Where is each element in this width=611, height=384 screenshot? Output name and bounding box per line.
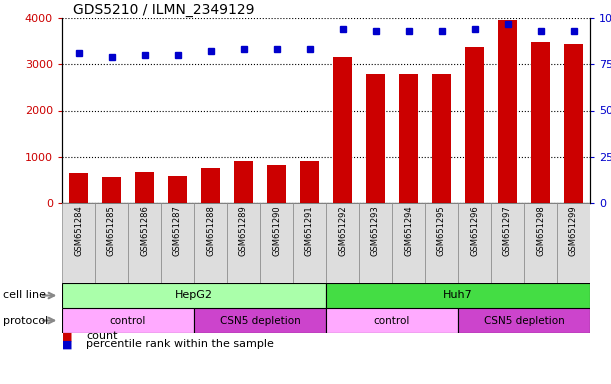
Bar bbox=[167, 176, 188, 203]
Bar bbox=[62, 308, 194, 333]
Bar bbox=[233, 161, 254, 203]
Text: GSM651298: GSM651298 bbox=[536, 205, 545, 256]
Text: GSM651285: GSM651285 bbox=[107, 205, 116, 256]
Bar bbox=[95, 203, 128, 283]
Bar bbox=[134, 172, 155, 203]
Bar bbox=[227, 203, 260, 283]
Bar bbox=[194, 308, 326, 333]
Text: protocol: protocol bbox=[3, 316, 48, 326]
Bar bbox=[299, 161, 320, 203]
Text: GSM651286: GSM651286 bbox=[140, 205, 149, 256]
Text: GSM651296: GSM651296 bbox=[470, 205, 479, 256]
Text: GSM651291: GSM651291 bbox=[305, 205, 314, 256]
Bar bbox=[365, 73, 386, 203]
Text: GSM651295: GSM651295 bbox=[437, 205, 446, 256]
Bar bbox=[398, 74, 419, 203]
Text: GSM651288: GSM651288 bbox=[206, 205, 215, 256]
Bar bbox=[260, 203, 293, 283]
Bar bbox=[68, 173, 89, 203]
Bar bbox=[194, 203, 227, 283]
Text: Huh7: Huh7 bbox=[443, 291, 473, 301]
Bar bbox=[530, 41, 551, 203]
Bar bbox=[161, 203, 194, 283]
Bar bbox=[326, 283, 590, 308]
Bar bbox=[128, 203, 161, 283]
Bar bbox=[431, 74, 452, 203]
Bar bbox=[266, 165, 287, 203]
Text: control: control bbox=[374, 316, 410, 326]
Bar bbox=[326, 203, 359, 283]
Text: GSM651292: GSM651292 bbox=[338, 205, 347, 256]
Text: count: count bbox=[86, 331, 118, 341]
Bar bbox=[524, 203, 557, 283]
Bar bbox=[497, 20, 518, 203]
Bar bbox=[563, 44, 584, 203]
Text: CSN5 depletion: CSN5 depletion bbox=[484, 316, 565, 326]
Text: GDS5210 / ILMN_2349129: GDS5210 / ILMN_2349129 bbox=[73, 3, 254, 17]
Text: GSM651289: GSM651289 bbox=[239, 205, 248, 256]
Bar bbox=[392, 203, 425, 283]
Text: percentile rank within the sample: percentile rank within the sample bbox=[86, 339, 274, 349]
Text: GSM651287: GSM651287 bbox=[173, 205, 182, 256]
Bar bbox=[458, 308, 590, 333]
Text: GSM651294: GSM651294 bbox=[404, 205, 413, 256]
Text: ■: ■ bbox=[62, 331, 73, 341]
Text: CSN5 depletion: CSN5 depletion bbox=[219, 316, 301, 326]
Bar bbox=[293, 203, 326, 283]
Bar bbox=[491, 203, 524, 283]
Bar bbox=[332, 57, 353, 203]
Text: control: control bbox=[110, 316, 146, 326]
Text: GSM651297: GSM651297 bbox=[503, 205, 512, 256]
Bar bbox=[200, 168, 221, 203]
Bar bbox=[326, 308, 458, 333]
Bar bbox=[557, 203, 590, 283]
Text: GSM651293: GSM651293 bbox=[371, 205, 380, 256]
Bar bbox=[62, 283, 326, 308]
Bar bbox=[62, 203, 95, 283]
Text: ■: ■ bbox=[62, 339, 73, 349]
Bar bbox=[464, 47, 485, 203]
Text: GSM651290: GSM651290 bbox=[272, 205, 281, 256]
Bar bbox=[101, 177, 122, 203]
Bar bbox=[359, 203, 392, 283]
Text: GSM651299: GSM651299 bbox=[569, 205, 578, 256]
Text: cell line: cell line bbox=[3, 291, 46, 301]
Bar bbox=[458, 203, 491, 283]
Bar bbox=[425, 203, 458, 283]
Text: GSM651284: GSM651284 bbox=[74, 205, 83, 256]
Text: HepG2: HepG2 bbox=[175, 291, 213, 301]
